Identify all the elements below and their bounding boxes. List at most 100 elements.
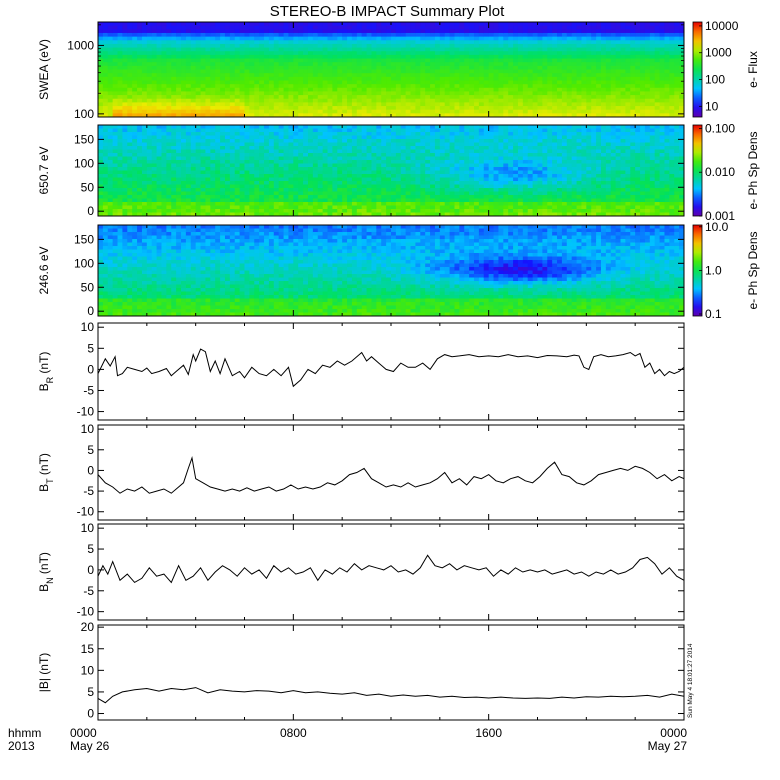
spectrogram-cell [283, 69, 290, 74]
spectrogram-cell [444, 29, 451, 34]
spectrogram-cell [205, 69, 211, 74]
spectrogram-cell [283, 139, 290, 144]
spectrogram-cell [146, 167, 153, 172]
spectrogram-cell [342, 167, 348, 172]
spectrogram-cell [259, 153, 265, 158]
spectrogram-cell [151, 69, 158, 74]
spectrogram-cell [268, 170, 275, 175]
spectrogram-cell [239, 65, 246, 71]
spectrogram-cell [171, 25, 177, 30]
spectrogram-cell [361, 191, 368, 196]
spectrogram-cell [596, 62, 602, 67]
spectrogram-cell [293, 54, 299, 60]
spectrogram-cell [376, 195, 382, 200]
spectrogram-cell [185, 109, 192, 114]
spectrogram-cell [586, 62, 592, 67]
spectrogram-cell [161, 47, 167, 52]
spectrogram-cell [596, 36, 602, 41]
spectrogram-cell [493, 91, 500, 96]
spectrogram-cell [332, 212, 338, 216]
spectrogram-cell [527, 22, 534, 27]
spectrogram-cell [371, 36, 377, 41]
spectrogram-cell [293, 142, 299, 147]
spectrogram-cell [527, 84, 534, 89]
spectrogram-cell [434, 73, 441, 78]
spectrogram-cell [200, 40, 207, 45]
spectrogram-cell [483, 62, 490, 67]
spectrogram-cell [420, 146, 426, 151]
spectrogram-cell [644, 102, 651, 107]
spectrogram-cell [151, 36, 158, 41]
spectrogram-swea [98, 22, 684, 117]
spectrogram-cell [630, 22, 636, 27]
spectrogram-cell [317, 177, 324, 182]
spectrogram-cell [527, 87, 534, 93]
spectrogram-cell [107, 29, 114, 34]
spectrogram-cell [205, 195, 211, 200]
spectrogram-cell [107, 113, 114, 117]
spectrogram-cell [425, 174, 431, 179]
spectrogram-cell [98, 87, 104, 93]
spectrogram-cell [132, 149, 138, 154]
spectrogram-cell [264, 109, 270, 114]
spectrogram-cell [132, 80, 138, 85]
spectrogram-cell [322, 153, 329, 158]
spectrogram-cell [391, 139, 397, 144]
spectrogram-cell [112, 160, 119, 165]
spectrogram-cell [527, 58, 534, 63]
spectrogram-cell [102, 58, 109, 63]
spectrogram-cell [381, 84, 387, 89]
spectrogram-cell [488, 113, 495, 117]
spectrogram-cell [552, 87, 558, 93]
spectrogram-cell [542, 40, 548, 45]
spectrogram-cell [454, 98, 460, 103]
spectrogram-cell [591, 113, 597, 117]
spectrogram-cell [161, 146, 167, 151]
spectrogram-cell [205, 125, 211, 130]
spectrogram-cell [391, 98, 397, 103]
spectrogram-cell [386, 98, 392, 103]
spectrogram-cell [215, 58, 221, 63]
spectrogram-cell [122, 202, 128, 207]
spectrogram-cell [327, 47, 333, 52]
spectrogram-cell [615, 58, 622, 63]
spectrogram-cell [249, 106, 255, 111]
spectrogram-cell [298, 156, 304, 161]
spectrogram-cell [566, 29, 573, 34]
spectrogram-cell [259, 76, 265, 82]
spectrogram-cell [366, 205, 373, 210]
spectrogram-cell [161, 98, 167, 103]
spectrogram-cell [493, 25, 500, 30]
spectrogram-cell [166, 153, 172, 158]
spectrogram-cell [117, 98, 124, 103]
spectrogram-cell [361, 146, 368, 151]
spectrogram-cell [591, 95, 597, 100]
spectrogram-cell [571, 102, 578, 107]
spectrogram-cell [317, 25, 324, 30]
spectrogram-cell [386, 128, 392, 133]
spectrogram-cell [259, 47, 265, 52]
spectrogram-cell [283, 54, 290, 60]
spectrogram-cell [420, 87, 426, 93]
spectrogram-cell [371, 125, 377, 130]
spectrogram-cell [185, 95, 192, 100]
spectrogram-cell [561, 65, 568, 71]
spectrogram-cell [366, 160, 373, 165]
spectrogram-cell [561, 25, 568, 30]
spectrogram-cell [347, 29, 353, 34]
spectrogram-cell [229, 62, 236, 67]
spectrogram-cell [220, 188, 226, 193]
spectrogram-cell [244, 62, 250, 67]
spectrogram-cell [498, 76, 504, 82]
spectrogram-cell [508, 109, 514, 114]
spectrogram-cell [630, 109, 636, 114]
spectrogram-cell [434, 142, 441, 147]
spectrogram-cell [229, 69, 236, 74]
spectrogram-cell [513, 54, 519, 60]
spectrogram-cell [342, 29, 348, 34]
spectrogram-cell [351, 128, 358, 133]
spectrogram-cell [122, 153, 128, 158]
spectrogram-cell [337, 102, 343, 107]
spectrogram-cell [376, 163, 382, 168]
spectrogram-cell [107, 195, 114, 200]
